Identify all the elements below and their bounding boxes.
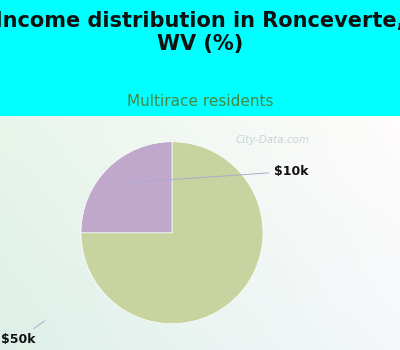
Text: Income distribution in Ronceverte,
WV (%): Income distribution in Ronceverte, WV (%… xyxy=(0,10,400,54)
Text: $50k: $50k xyxy=(1,321,45,346)
Wedge shape xyxy=(81,142,172,233)
Text: Multirace residents: Multirace residents xyxy=(127,94,273,110)
Text: $10k: $10k xyxy=(129,165,309,182)
Text: City-Data.com: City-Data.com xyxy=(236,135,310,145)
Wedge shape xyxy=(81,142,263,324)
